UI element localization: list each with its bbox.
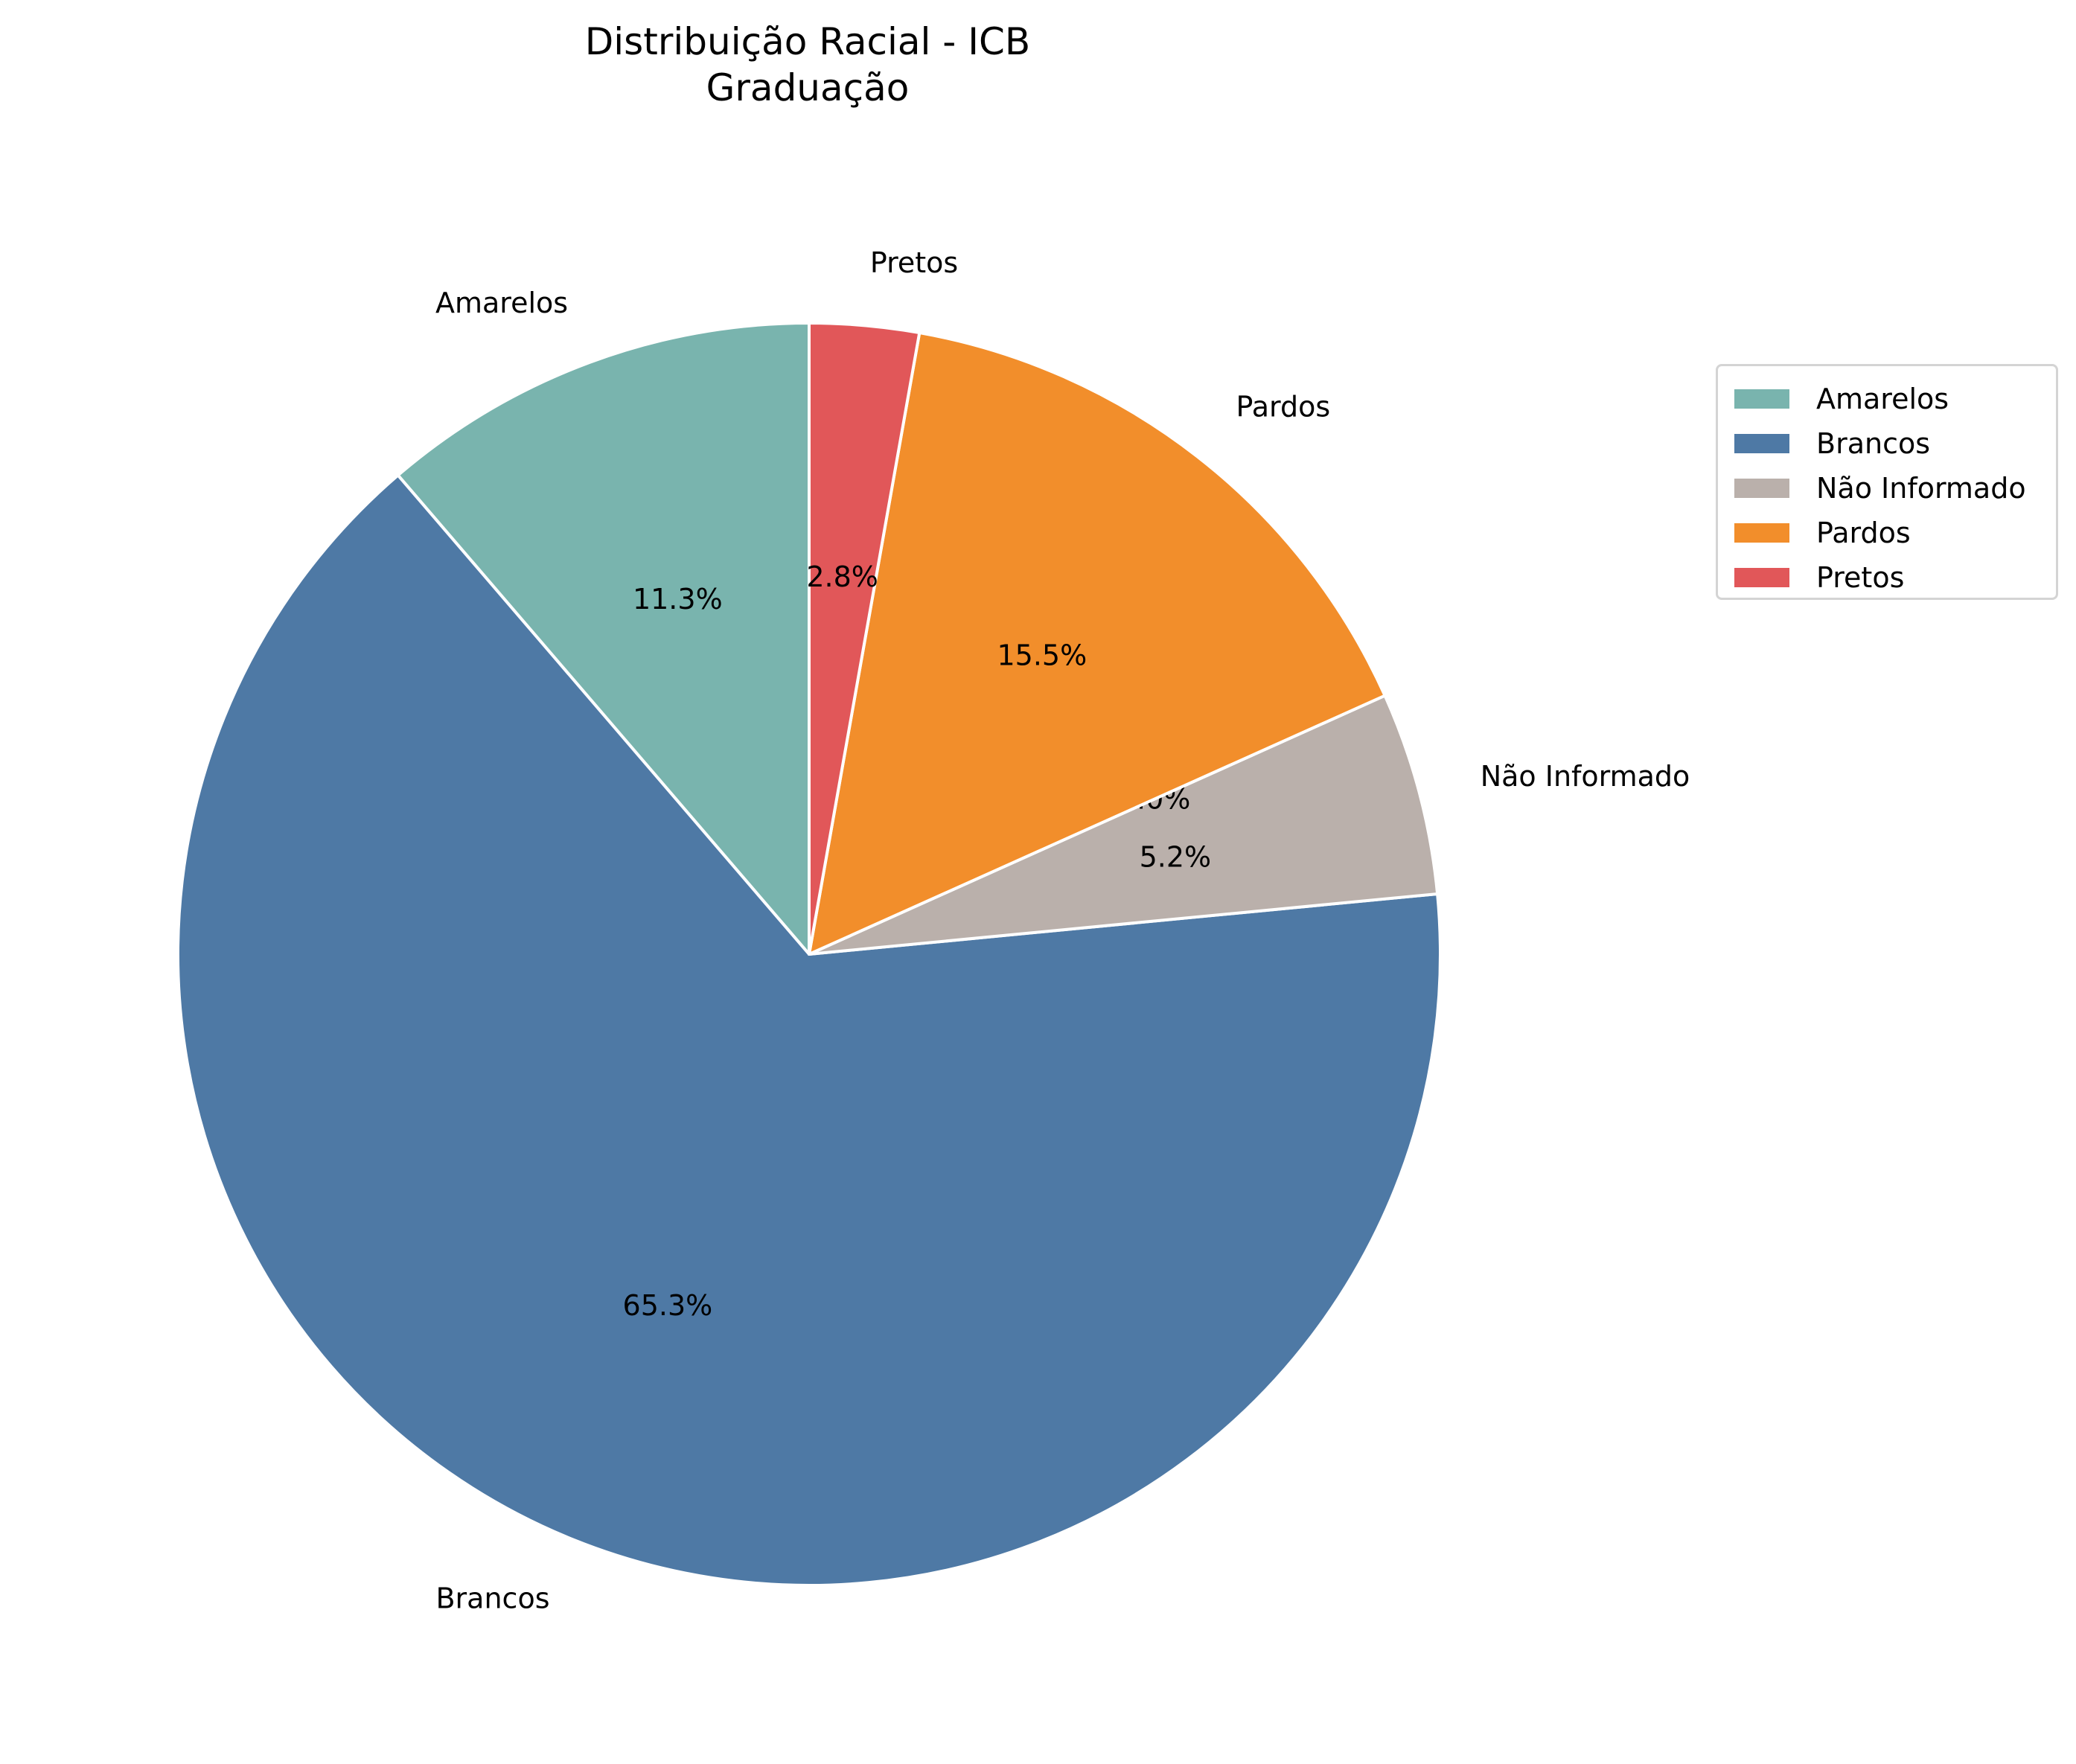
slice-category-label: Não Informado: [1481, 760, 1690, 793]
slice-percent-label: 2.8%: [806, 560, 878, 593]
slice-percent-label: 15.5%: [997, 639, 1087, 672]
slice-percent-label: 5.2%: [1140, 841, 1212, 874]
pie-slice: [396, 322, 811, 956]
legend-item: Pardos: [1718, 511, 1911, 555]
legend-label: Brancos: [1816, 427, 1931, 460]
chart-subtitle: Graduação: [706, 66, 910, 109]
legend-item: Amarelos: [1718, 377, 1949, 421]
legend-swatch: [1734, 479, 1789, 498]
slice-percent-label: 11.3%: [633, 583, 723, 616]
legend-item: Brancos: [1718, 421, 1930, 466]
slice-category-label: Amarelos: [435, 287, 568, 319]
legend-label: Amarelos: [1816, 383, 1949, 415]
slice-category-label: Pretos: [870, 246, 958, 279]
legend-swatch: [1734, 389, 1789, 409]
legend: Amarelos Brancos Não Informado Pardos Pretos: [1716, 364, 2058, 600]
legend-label: Não Informado: [1816, 472, 2026, 505]
legend-swatch: [1734, 434, 1789, 453]
pie-slice: [808, 322, 922, 956]
slice-category-label: Pardos: [1236, 390, 1331, 423]
pie-slice: [176, 473, 1442, 1587]
legend-item: Pretos: [1718, 555, 1904, 600]
legend-label: Pretos: [1816, 561, 1905, 594]
legend-swatch: [1734, 523, 1789, 543]
legend-label: Pardos: [1816, 517, 1911, 549]
pie-slice: [808, 331, 1387, 956]
slice-category-label: Brancos: [435, 1582, 549, 1614]
chart-title: Distribuição Racial - ICB: [584, 20, 1031, 63]
slice-percent-label: 65.3%: [623, 1289, 713, 1322]
legend-item: Não Informado: [1718, 466, 2026, 511]
pie-slice: [808, 694, 1440, 956]
legend-swatch: [1734, 568, 1789, 587]
